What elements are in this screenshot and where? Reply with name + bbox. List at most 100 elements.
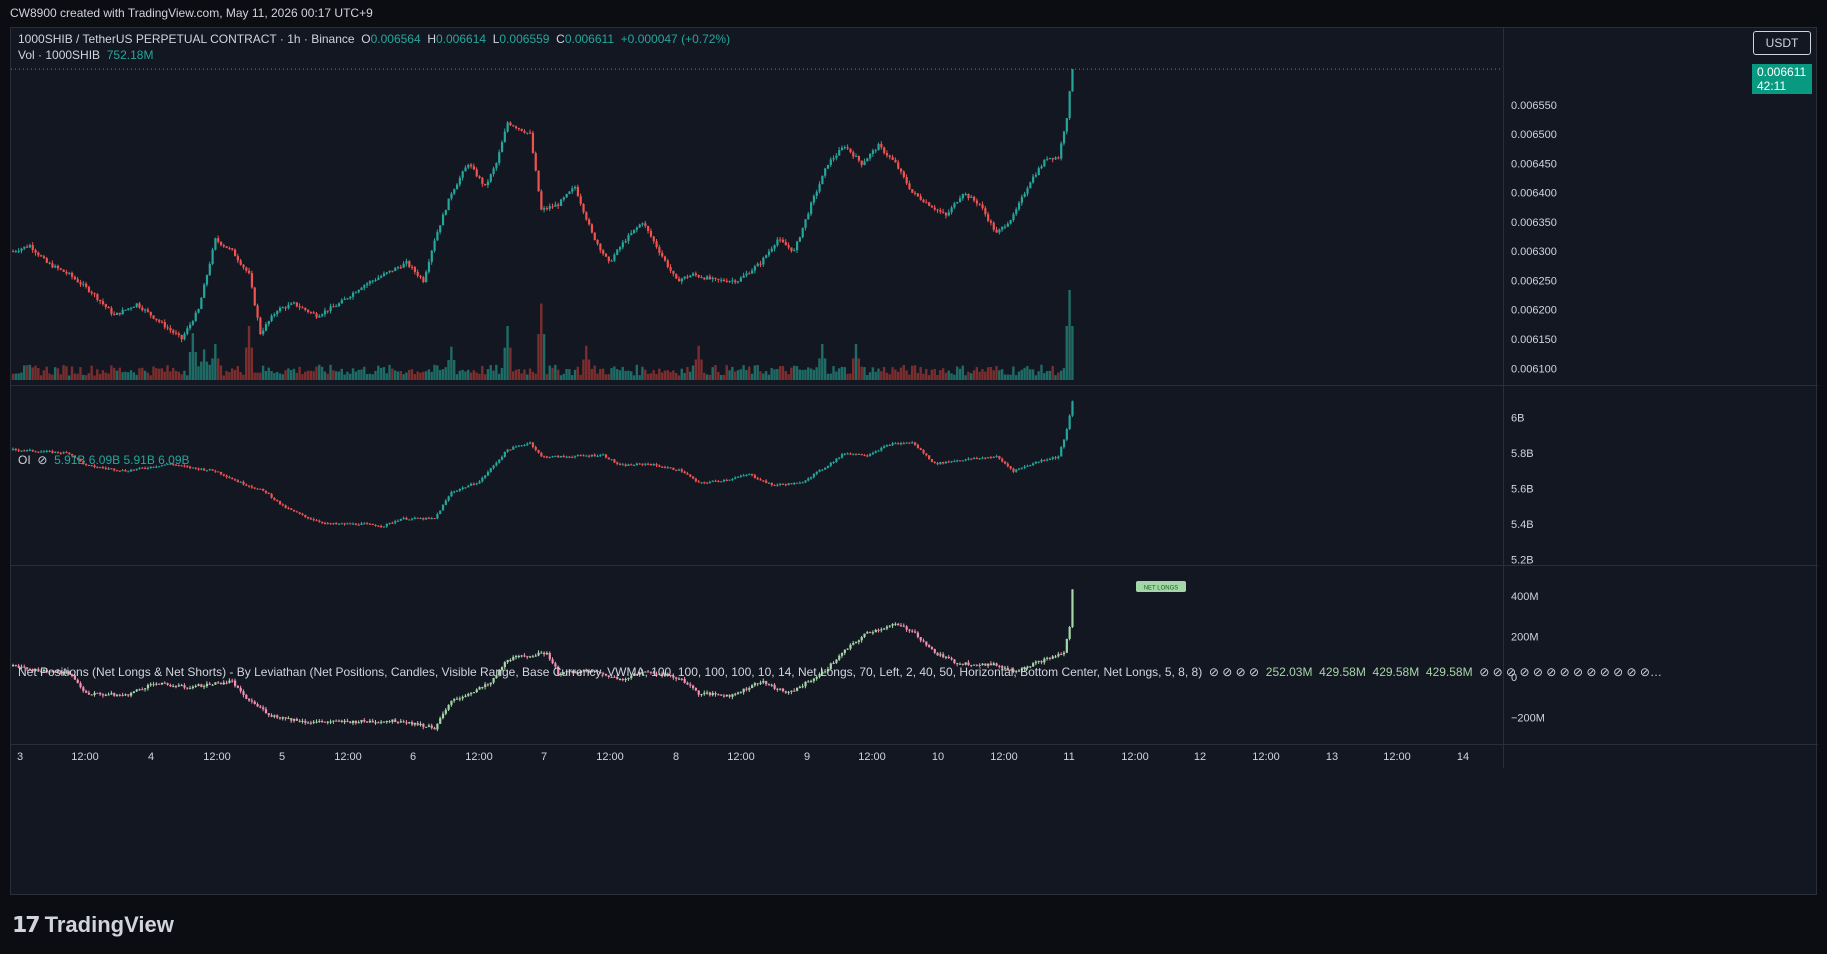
candle	[236, 685, 239, 688]
hidden-eye-icon[interactable]: ⊘ ⊘ ⊘ ⊘ ⊘ ⊘ ⊘ ⊘ ⊘ ⊘ ⊘ ⊘ ⊘…	[1475, 665, 1662, 679]
volume-bar	[728, 370, 731, 380]
candle	[1068, 627, 1071, 639]
candle	[1068, 415, 1071, 430]
hidden-eye-icon[interactable]: ⊘ ⊘ ⊘ ⊘	[1205, 665, 1260, 679]
candle	[531, 442, 535, 447]
candle	[815, 676, 818, 679]
volume-bar	[357, 369, 360, 380]
candle	[987, 663, 990, 666]
volume-bar	[132, 372, 136, 380]
volume-bar	[1017, 371, 1021, 380]
candle	[843, 147, 846, 149]
candle	[706, 482, 709, 484]
candle	[694, 478, 698, 482]
candle	[307, 309, 310, 312]
candle	[436, 723, 439, 730]
candle	[894, 443, 897, 445]
candle	[1006, 667, 1009, 670]
volume-bar	[843, 367, 846, 380]
candle	[1037, 461, 1040, 463]
candle	[734, 477, 737, 479]
volume-bar	[511, 371, 515, 380]
volume-bar	[866, 375, 869, 380]
candle	[138, 467, 141, 469]
candle	[787, 691, 790, 693]
chart-canvas[interactable]: 0.0065500.0065000.0064500.0064000.006350…	[11, 28, 1818, 896]
candle	[649, 230, 653, 237]
candle	[163, 682, 166, 684]
candle	[287, 304, 290, 309]
volume-bar	[680, 368, 683, 380]
candle	[163, 322, 166, 328]
candle	[765, 255, 768, 258]
candle	[559, 199, 563, 206]
volume-bar	[115, 370, 119, 380]
volume-bar	[919, 366, 922, 380]
volume-bar	[610, 368, 613, 380]
volume-bar	[672, 370, 675, 380]
volume-bar	[540, 303, 543, 380]
candle	[779, 483, 782, 485]
volume-bar	[618, 370, 622, 380]
volume-bar	[905, 370, 908, 380]
chart-frame[interactable]: 0.006550 0.006500 0.006450 0.006400 0.006350…	[10, 27, 1818, 896]
volume-bar	[1059, 370, 1063, 380]
candle	[1029, 666, 1032, 668]
candle	[593, 232, 596, 240]
candle	[71, 272, 74, 277]
x-tick-label: 14	[1457, 751, 1469, 763]
volume-bar	[520, 373, 523, 380]
candle	[177, 464, 180, 466]
currency-button[interactable]: USDT	[1753, 31, 1811, 55]
candle	[419, 275, 422, 278]
volume-bar	[183, 370, 186, 380]
candle	[1012, 468, 1015, 472]
tradingview-logo[interactable]: 𝟭𝟳 TradingView	[12, 912, 174, 938]
candle	[905, 177, 908, 184]
candle	[278, 307, 282, 312]
volume-bar	[430, 371, 433, 380]
candle	[562, 455, 565, 457]
candle	[621, 464, 624, 466]
candle	[557, 666, 560, 675]
symbol-legend[interactable]: 1000SHIB / TetherUS PERPETUAL CONTRACT ·…	[18, 32, 730, 46]
volume-bar	[368, 373, 372, 380]
candle	[430, 518, 433, 520]
volume-bar	[253, 372, 256, 380]
candle	[377, 525, 380, 527]
candle	[683, 471, 686, 474]
volume-legend[interactable]: Vol · 1000SHIB 752.18M	[18, 48, 153, 62]
candle	[231, 248, 234, 250]
tradingview-logo-icon: 𝟭𝟳	[12, 912, 41, 937]
candle	[332, 720, 335, 722]
candle	[1006, 463, 1009, 467]
candle	[399, 267, 402, 269]
volume-bar	[551, 367, 554, 380]
candle	[635, 227, 639, 230]
candle	[1040, 166, 1043, 169]
candle	[366, 283, 369, 286]
volume-bar	[228, 372, 231, 380]
candle	[450, 700, 453, 705]
net-positions-legend[interactable]: Net Positions (Net Longs & Net Shorts) -…	[18, 665, 1662, 679]
candle	[371, 280, 374, 282]
candle	[633, 674, 636, 676]
candle	[259, 706, 262, 708]
candle	[767, 482, 771, 484]
volume-bar	[823, 358, 827, 380]
candle	[360, 720, 363, 723]
candle	[68, 671, 71, 675]
candle	[756, 263, 759, 267]
volume-bar	[292, 368, 296, 380]
oi-legend[interactable]: OI ⊘ 5.91B 6.09B 5.91B 6.09B	[18, 453, 190, 467]
candle	[20, 248, 23, 251]
volume-bar	[627, 370, 630, 380]
candle	[349, 296, 352, 299]
hidden-eye-icon[interactable]: ⊘	[37, 453, 48, 467]
candle	[411, 266, 414, 268]
volume-bar	[70, 366, 74, 380]
candle	[1012, 214, 1015, 221]
candle	[989, 663, 993, 666]
candle	[523, 655, 526, 657]
candle	[1046, 657, 1049, 659]
